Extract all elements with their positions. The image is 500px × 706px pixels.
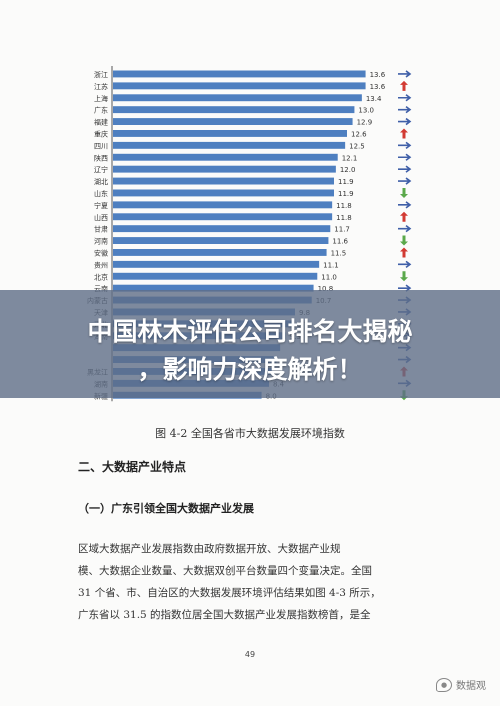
- arrow-right-icon: [398, 225, 412, 233]
- bar: [113, 284, 314, 292]
- bar: [113, 82, 366, 90]
- bar: [113, 237, 329, 244]
- arrow-right-icon: [398, 141, 412, 149]
- watermark: ● 数据观: [436, 677, 486, 692]
- value-label: 13.6: [370, 83, 386, 91]
- value-label: 13.0: [358, 107, 374, 115]
- category-label: 山西: [94, 213, 108, 222]
- paragraph-line: 区域大数据产业发展指数由政府数据开放、大数据产业规: [78, 543, 341, 555]
- value-label: 11.1: [323, 261, 339, 269]
- category-label: 甘肃: [94, 225, 108, 234]
- arrow-right-icon: [398, 70, 412, 78]
- bar: [113, 189, 334, 197]
- arrow-right-icon: [398, 106, 412, 114]
- category-label: 湖北: [94, 177, 108, 186]
- value-label: 11.8: [336, 202, 352, 210]
- category-label: 安徽: [94, 248, 108, 257]
- arrow-right-icon: [398, 94, 412, 102]
- value-label: 12.6: [351, 130, 367, 138]
- banner-title-line2: ，影响力深度解析！: [137, 355, 363, 384]
- category-label: 福建: [94, 118, 108, 127]
- arrow-up-icon: [400, 80, 408, 91]
- bar: [113, 260, 320, 268]
- bar: [113, 225, 331, 233]
- bar: [113, 249, 327, 256]
- arrow-right-icon: [398, 153, 412, 161]
- section-heading: 二、大数据产业特点: [78, 460, 187, 474]
- paragraph-line: 模、大数据企业数量、大数据双创平台数量四个变量决定。全国: [78, 565, 372, 577]
- category-label: 北京: [94, 272, 108, 281]
- arrow-right-icon: [398, 201, 412, 209]
- bar: [113, 118, 353, 125]
- value-label: 11.7: [334, 226, 350, 234]
- category-label: 云南: [94, 284, 108, 293]
- arrow-right-icon: [398, 177, 412, 185]
- bar: [113, 177, 334, 185]
- value-label: 12.9: [357, 119, 373, 127]
- category-label: 上海: [94, 94, 108, 103]
- bar: [113, 272, 318, 280]
- arrow-right-icon: [398, 260, 412, 268]
- category-label: 辽宁: [94, 165, 108, 174]
- value-label: 13.4: [366, 95, 382, 103]
- value-label: 12.5: [349, 142, 365, 150]
- arrow-down-icon: [400, 187, 408, 198]
- title-banner: 中国林木评估公司排名大揭秘 ，影响力深度解析！: [0, 290, 500, 398]
- bar: [113, 153, 338, 161]
- category-label: 山东: [94, 189, 108, 198]
- bar: [113, 94, 362, 102]
- value-label: 11.6: [332, 238, 348, 246]
- category-label: 河南: [94, 237, 108, 246]
- arrow-up-icon: [400, 128, 408, 139]
- arrow-down-icon: [400, 271, 408, 282]
- category-label: 江苏: [94, 82, 108, 91]
- page-number: 49: [244, 650, 256, 659]
- paragraph-line: 广东省以 31.5 的指数位居全国大数据产业发展指数榜首，是全: [78, 609, 371, 621]
- category-label: 贵州: [94, 260, 108, 269]
- arrow-right-icon: [398, 165, 412, 173]
- bar: [113, 130, 347, 137]
- body-paragraph: 区域大数据产业发展指数由政府数据开放、大数据产业规 模、大数据企业数量、大数据双…: [78, 538, 428, 626]
- figure-caption: 图 4-2 全国各省市大数据发展环境指数: [155, 427, 345, 440]
- category-label: 宁夏: [94, 201, 108, 210]
- subsection-heading: （一）广东引领全国大数据产业发展: [78, 502, 254, 515]
- value-label: 12.0: [340, 166, 356, 174]
- bar: [113, 165, 336, 173]
- category-label: 广东: [94, 106, 108, 115]
- wechat-icon: ●: [436, 677, 452, 692]
- arrow-right-icon: [398, 117, 412, 126]
- value-label: 11.8: [336, 214, 352, 222]
- paragraph-line: 31 个省、市、自治区的大数据发展环境评估结果如图 4-3 所示，: [78, 587, 381, 599]
- bar: [113, 106, 355, 114]
- category-label: 浙江: [94, 70, 108, 79]
- value-label: 12.1: [342, 154, 358, 162]
- watermark-text: 数据观: [456, 681, 486, 692]
- value-label: 11.5: [331, 249, 347, 257]
- category-label: 陕西: [94, 153, 108, 162]
- banner-title-line1: 中国林木评估公司排名大揭秘: [87, 317, 413, 346]
- value-label: 10.8: [318, 285, 334, 293]
- arrow-up-icon: [400, 211, 408, 222]
- value-label: 11.9: [338, 190, 354, 198]
- category-label: 重庆: [94, 129, 108, 138]
- arrow-up-icon: [400, 247, 408, 258]
- value-label: 13.6: [370, 71, 386, 79]
- bar: [113, 141, 346, 149]
- bar: [113, 201, 333, 209]
- value-label: 11.9: [338, 178, 354, 186]
- arrow-down-icon: [400, 235, 408, 246]
- value-label: 11.0: [321, 273, 337, 281]
- category-label: 四川: [94, 142, 108, 150]
- bar: [113, 70, 366, 78]
- bar: [113, 213, 333, 221]
